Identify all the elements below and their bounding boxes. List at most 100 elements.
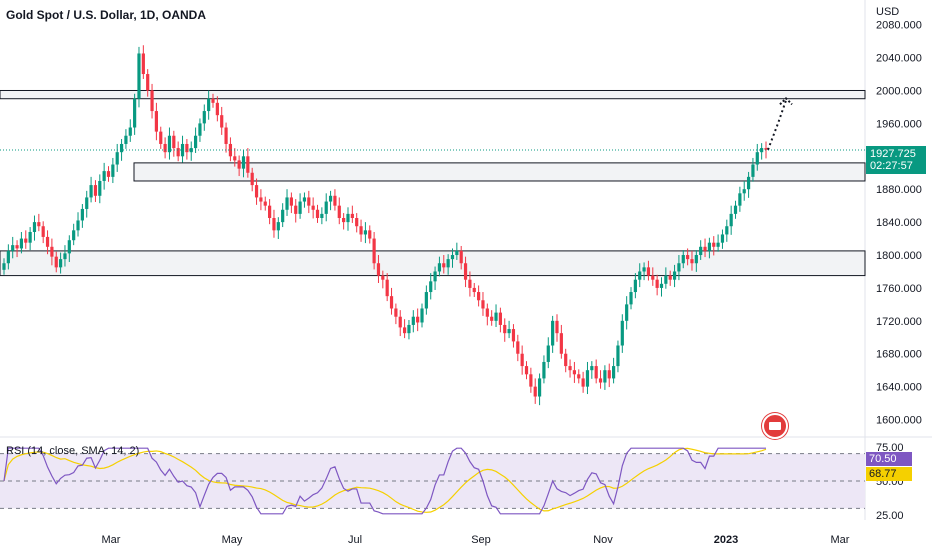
- projection-arrow: [767, 96, 793, 151]
- candle-body: [564, 353, 568, 367]
- candle-body: [681, 255, 685, 264]
- candle-body: [494, 312, 498, 321]
- candle-body: [233, 156, 237, 161]
- last-price-tag: 1927.725 02:27:57: [866, 146, 926, 174]
- candle-body: [598, 378, 603, 383]
- candle-body: [111, 164, 115, 177]
- candle-body: [677, 263, 681, 272]
- candle-body: [477, 292, 481, 301]
- candle-body: [407, 324, 411, 334]
- candle-body: [720, 234, 725, 243]
- candle-body: [307, 197, 311, 206]
- candle-body: [302, 197, 307, 202]
- candle-body: [746, 176, 751, 190]
- candle-body: [738, 193, 742, 206]
- candle-body: [664, 275, 668, 284]
- candle-body: [742, 189, 746, 194]
- candle-body: [507, 329, 511, 334]
- candle-body: [651, 275, 655, 280]
- candle-body: [115, 152, 119, 165]
- candle-body: [250, 172, 254, 186]
- candle-body: [19, 238, 24, 249]
- candle-body: [363, 230, 368, 235]
- price-zone: [0, 250, 866, 277]
- candle-body: [389, 296, 394, 309]
- candle-body: [272, 218, 276, 231]
- candle-body: [442, 263, 446, 268]
- candle-body: [41, 226, 45, 237]
- candle-body: [559, 333, 563, 354]
- candle-body: [6, 250, 10, 264]
- candle-body: [207, 98, 211, 112]
- time-tick-label: May: [222, 534, 243, 546]
- candle-body: [189, 148, 193, 153]
- candle-body: [555, 320, 559, 334]
- candle-body: [350, 213, 354, 218]
- candle-body: [24, 238, 28, 243]
- time-tick-label: 2023: [714, 534, 738, 546]
- candle-body: [276, 222, 280, 231]
- currency-label: USD: [876, 6, 900, 18]
- rsi-title: RSI (14, close, SMA, 14, 2): [6, 445, 140, 457]
- candle-body: [424, 292, 428, 309]
- candle-body: [141, 53, 145, 75]
- candle-body: [607, 370, 611, 379]
- candle-body: [755, 152, 759, 165]
- candle-body: [193, 135, 198, 149]
- rsi-tick-label: 25.00: [876, 510, 904, 522]
- candle-body: [729, 213, 733, 227]
- economic-event-icon[interactable]: [762, 413, 788, 439]
- candle-body: [119, 143, 124, 153]
- candle-body: [402, 327, 407, 334]
- candle-body: [472, 287, 476, 293]
- time-axis: Mar May Jul Sep Nov 2023 Mar: [102, 534, 850, 546]
- candle-body: [533, 386, 537, 397]
- candle-body: [625, 304, 629, 321]
- candle-body: [106, 171, 111, 177]
- candle-body: [355, 218, 359, 227]
- candle-body: [446, 259, 450, 268]
- candle-body: [642, 267, 646, 272]
- candle-body: [294, 205, 298, 214]
- candle-body: [468, 279, 472, 288]
- candle-body: [102, 171, 106, 181]
- candle-body: [154, 111, 158, 132]
- candle-body: [463, 263, 468, 280]
- price-zone: [133, 162, 866, 182]
- candle-body: [646, 267, 651, 276]
- candle-body: [89, 185, 93, 198]
- price-tick-label: 1840.000: [876, 217, 922, 229]
- candle-body: [699, 246, 703, 256]
- candle-body: [315, 209, 320, 218]
- candle-body: [15, 245, 19, 249]
- price-tick-label: 1680.000: [876, 349, 922, 361]
- price-tick-label: 1960.000: [876, 118, 922, 130]
- candle-body: [11, 245, 15, 251]
- candle-body: [45, 236, 50, 247]
- candle-body: [712, 242, 716, 247]
- candle-body: [612, 366, 616, 379]
- price-tick-label: 1800.000: [876, 250, 922, 262]
- candle-body: [551, 320, 555, 346]
- candle-body: [694, 255, 698, 264]
- rsi-sma-line: [3, 447, 767, 513]
- candle-body: [63, 253, 67, 260]
- candle-body: [159, 131, 163, 144]
- candle-body: [311, 205, 315, 210]
- candle-countdown: 02:27:57: [870, 160, 913, 172]
- candle-body: [381, 275, 385, 280]
- candle-body: [690, 259, 694, 264]
- candle-body: [372, 238, 376, 264]
- rsi-sma-tag: 68.77: [866, 467, 912, 481]
- candle-body: [368, 230, 372, 239]
- chart-title: Gold Spot / U.S. Dollar, 1D, OANDA: [6, 8, 207, 22]
- projection-arrowhead: [779, 96, 793, 106]
- candle-body: [751, 164, 755, 177]
- candle-body: [137, 53, 141, 99]
- candle-body: [215, 102, 219, 116]
- candle-body: [498, 312, 502, 325]
- candle-body: [268, 205, 272, 218]
- time-tick-label: Jul: [348, 534, 362, 546]
- time-tick-label: Nov: [593, 534, 613, 546]
